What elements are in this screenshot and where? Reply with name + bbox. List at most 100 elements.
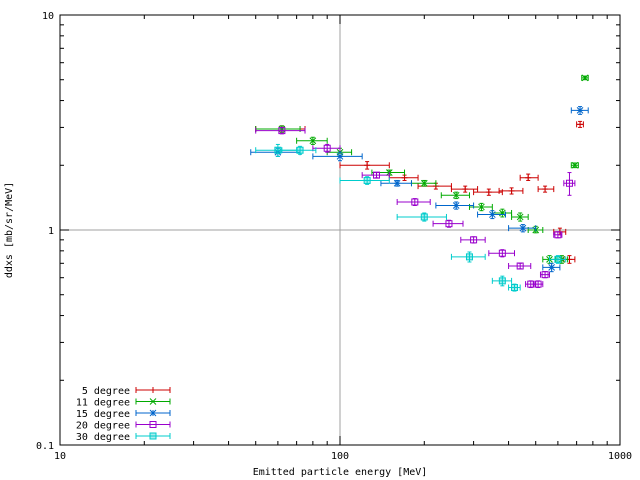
data-point — [450, 251, 486, 263]
data-point — [508, 262, 532, 270]
y-tick-label: 0.1 — [36, 441, 54, 452]
legend-label: 11 degree — [76, 398, 130, 409]
x-axis-label: Emitted particle energy [MeV] — [253, 467, 428, 478]
series-30-degree — [255, 143, 567, 292]
data-point — [361, 171, 390, 179]
legend-marker — [149, 409, 157, 417]
point-marker — [577, 121, 584, 128]
point-marker — [420, 213, 428, 221]
data-point — [396, 212, 447, 222]
data-point — [296, 136, 328, 145]
data-point — [576, 120, 584, 128]
data-point — [508, 283, 521, 292]
data-point — [339, 161, 390, 170]
data-point — [450, 185, 479, 193]
legend-sample — [135, 398, 171, 405]
point-marker — [420, 179, 428, 187]
legend-sample — [135, 432, 171, 440]
data-point — [435, 201, 475, 210]
y-tick-label: 10 — [42, 11, 54, 22]
data-point — [539, 271, 550, 279]
legend-label: 5 degree — [82, 386, 130, 397]
plot-area — [250, 74, 589, 292]
data-point — [339, 176, 390, 185]
point-marker — [470, 236, 478, 244]
point-marker — [364, 162, 371, 169]
legend-marker — [150, 387, 156, 393]
point-marker — [445, 220, 453, 228]
data-point — [468, 202, 493, 212]
legend-sample — [135, 387, 171, 393]
point-marker — [363, 176, 371, 184]
point-marker — [498, 277, 506, 285]
point-marker — [525, 174, 532, 181]
point-marker — [519, 224, 527, 232]
point-marker — [274, 146, 282, 154]
point-marker — [452, 191, 460, 199]
point-marker — [401, 174, 408, 181]
point-marker — [393, 179, 401, 187]
data-point — [432, 219, 464, 228]
point-marker — [508, 187, 515, 194]
data-point — [380, 179, 412, 187]
series-15-degree — [250, 106, 589, 273]
point-marker — [323, 144, 331, 152]
legend-marker — [149, 432, 157, 440]
data-point — [532, 280, 544, 289]
data-point — [255, 126, 306, 135]
data-point — [508, 224, 537, 233]
data-point — [491, 208, 513, 218]
data-point — [396, 198, 431, 207]
point-marker — [498, 249, 506, 257]
point-marker — [462, 186, 469, 193]
legend-label: 15 degree — [76, 409, 130, 420]
x-tick-label: 10 — [54, 451, 66, 462]
point-marker — [488, 211, 496, 218]
data-point — [548, 255, 567, 264]
point-marker — [541, 271, 549, 279]
point-marker — [309, 137, 317, 145]
point-marker — [534, 280, 542, 288]
y-tick-label: 1 — [48, 226, 54, 237]
data-point — [388, 174, 419, 181]
data-point — [473, 188, 503, 196]
point-marker — [576, 107, 584, 114]
legend-label: 30 degree — [76, 432, 130, 443]
x-tick-label: 100 — [331, 451, 349, 462]
point-marker — [542, 186, 549, 193]
point-marker — [372, 171, 380, 179]
data-point — [570, 106, 589, 115]
point-marker — [511, 284, 519, 292]
point-marker — [581, 74, 589, 82]
point-marker — [485, 189, 492, 196]
legend-label: 20 degree — [76, 421, 130, 432]
point-marker — [478, 203, 485, 211]
data-point — [581, 74, 589, 82]
data-point — [477, 210, 506, 220]
data-point — [410, 179, 437, 187]
point-marker — [554, 255, 562, 263]
point-marker — [452, 202, 460, 209]
point-marker — [565, 179, 573, 187]
legend-marker — [149, 421, 157, 428]
data-point — [542, 262, 561, 273]
data-point — [498, 187, 524, 195]
series-11-degree — [255, 74, 589, 264]
point-marker — [554, 231, 562, 239]
data-point — [281, 145, 317, 155]
grid-lines — [60, 15, 620, 445]
data-point — [491, 275, 513, 287]
y-axis-label: ddxs [mb/sr/MeV] — [4, 182, 15, 278]
legend-sample — [135, 421, 171, 428]
data-point — [519, 173, 539, 181]
point-marker — [411, 198, 419, 206]
data-point — [312, 143, 341, 153]
data-point — [537, 185, 555, 193]
data-point — [570, 161, 579, 169]
point-marker — [465, 253, 473, 261]
point-marker — [571, 161, 579, 169]
legend-sample — [135, 409, 171, 417]
axis-ticks: 10 100 1000 0.1 1 10 — [36, 11, 632, 462]
